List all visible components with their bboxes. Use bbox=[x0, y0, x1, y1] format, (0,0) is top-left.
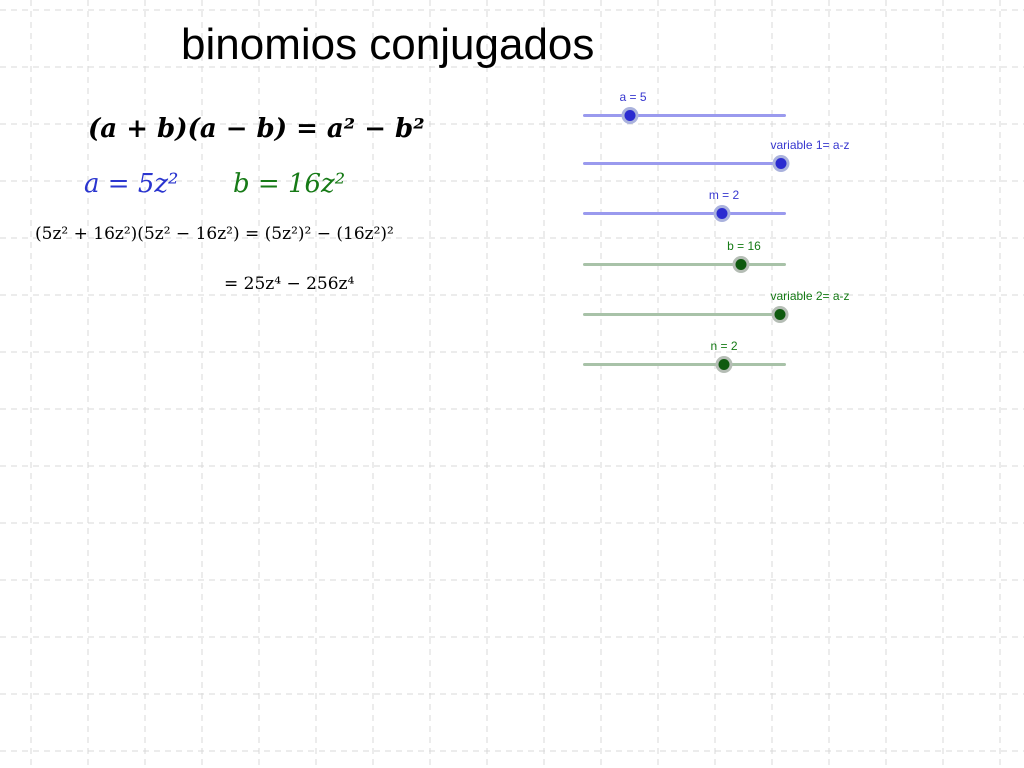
slider-a-label: a = 5 bbox=[619, 90, 647, 104]
slider-m[interactable]: m = 2 bbox=[583, 188, 786, 219]
slider-n[interactable]: n = 2 bbox=[583, 339, 786, 370]
slider-n-handle[interactable] bbox=[718, 359, 730, 370]
slider-a-track[interactable] bbox=[583, 114, 786, 117]
formula-a-definition: a = 5z² bbox=[84, 169, 179, 199]
slider-variable-2-handle[interactable] bbox=[774, 309, 786, 320]
slider-variable-1-label: variable 1= a-z bbox=[770, 138, 850, 152]
slider-variable-2-label: variable 2= a-z bbox=[770, 289, 850, 303]
slider-m-handle[interactable] bbox=[716, 208, 728, 219]
slider-n-track[interactable] bbox=[583, 363, 786, 366]
formula-result: = 25z⁴ − 256z⁴ bbox=[224, 274, 355, 294]
slider-b-label: b = 16 bbox=[727, 239, 761, 253]
formula-expansion: (5z² + 16z²)(5z² − 16z²) = (5z²)² − (16z… bbox=[35, 224, 394, 244]
slider-m-label: m = 2 bbox=[708, 188, 740, 202]
slider-variable-2-track[interactable] bbox=[583, 313, 786, 316]
slider-b-handle[interactable] bbox=[735, 259, 747, 270]
slider-variable-1-handle[interactable] bbox=[775, 158, 787, 169]
formula-b-definition: b = 16z² bbox=[233, 169, 346, 199]
slider-n-label: n = 2 bbox=[710, 339, 738, 353]
formula-identity: (a + b)(a − b) = a² − b² bbox=[88, 114, 425, 144]
slider-m-track[interactable] bbox=[583, 212, 786, 215]
slider-a[interactable]: a = 5 bbox=[583, 90, 786, 121]
slider-variable-1-track[interactable] bbox=[583, 162, 786, 165]
slider-variable-2[interactable]: variable 2= a-z bbox=[583, 289, 850, 320]
slider-a-handle[interactable] bbox=[624, 110, 636, 121]
slider-b[interactable]: b = 16 bbox=[583, 239, 786, 270]
slider-b-track[interactable] bbox=[583, 263, 786, 266]
slider-variable-1[interactable]: variable 1= a-z bbox=[583, 138, 850, 169]
page-title: binomios conjugados bbox=[181, 20, 595, 69]
